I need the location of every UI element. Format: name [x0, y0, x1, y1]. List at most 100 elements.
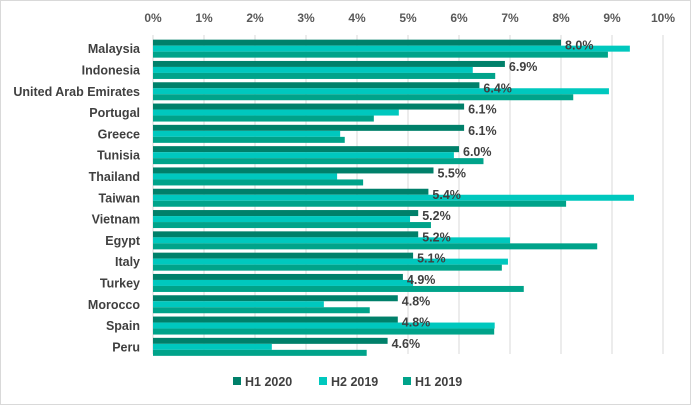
category-label: Malaysia	[88, 42, 141, 56]
category-label: Greece	[98, 127, 140, 141]
bar-h1-2019	[153, 115, 374, 122]
legend-label: H1 2020	[245, 375, 292, 389]
bar-h2-2019	[153, 343, 272, 350]
data-label: 8.0%	[565, 39, 594, 53]
category-label: United Arab Emirates	[13, 85, 140, 99]
bar-h2-2019	[153, 66, 473, 73]
bar-h1-2020	[153, 60, 505, 67]
data-label: 4.9%	[407, 273, 436, 287]
bar-h1-2020	[153, 124, 465, 131]
data-label: 6.0%	[463, 145, 492, 159]
bar-h1-2020	[153, 295, 398, 302]
bar-h2-2019	[153, 301, 324, 308]
bar-h2-2019	[153, 130, 341, 137]
bar-h1-2019	[153, 222, 431, 229]
legend-swatch	[319, 377, 327, 385]
legend-item: H2 2019	[319, 375, 378, 389]
bar-h1-2019	[153, 328, 495, 335]
x-tick-label: 6%	[450, 11, 468, 25]
bar-h2-2019	[153, 109, 399, 116]
x-tick-label: 2%	[246, 11, 264, 25]
data-label: 5.4%	[432, 188, 461, 202]
x-tick-label: 5%	[399, 11, 417, 25]
bars	[153, 39, 634, 356]
bar-h1-2020	[153, 210, 419, 217]
category-labels: Malaysia Indonesia United Arab Emirates Por…	[13, 42, 141, 354]
x-tick-label: 1%	[195, 11, 213, 25]
category-label: Indonesia	[82, 63, 141, 77]
bar-h1-2019	[153, 285, 524, 292]
data-label: 5.5%	[438, 166, 467, 180]
bar-h1-2019	[153, 307, 370, 314]
category-label: Taiwan	[99, 191, 140, 205]
bar-h2-2019	[153, 216, 411, 223]
data-label: 5.1%	[417, 252, 446, 266]
category-label: Turkey	[100, 276, 140, 290]
bar-h1-2020	[153, 252, 414, 259]
legend-label: H2 2019	[331, 375, 378, 389]
bar-h2-2019	[153, 237, 510, 244]
data-label: 5.2%	[422, 209, 451, 223]
bar-h1-2020	[153, 146, 459, 153]
bar-h1-2020	[153, 337, 388, 344]
bar-h1-2019	[153, 349, 367, 356]
bar-h1-2020	[153, 39, 561, 46]
bar-h2-2019	[153, 173, 338, 180]
bar-h1-2020	[153, 316, 398, 323]
x-tick-label: 9%	[603, 11, 621, 25]
bar-h1-2020	[153, 188, 429, 195]
data-label: 4.8%	[402, 294, 431, 308]
x-tick-label: 4%	[348, 11, 366, 25]
legend-item: H1 2019	[403, 375, 462, 389]
legend-swatch	[233, 377, 241, 385]
bar-h2-2019	[153, 152, 454, 159]
data-label: 6.9%	[509, 60, 538, 74]
bar-h1-2019	[153, 264, 502, 271]
data-label: 4.6%	[392, 337, 421, 351]
x-axis-ticks: 0% 1% 2% 3% 4% 5% 6% 7% 8% 9% 10%	[144, 11, 675, 25]
bar-h1-2019	[153, 136, 345, 143]
bar-h1-2020	[153, 103, 465, 110]
bar-h1-2020	[153, 273, 403, 280]
legend: H1 2020 H2 2019 H1 2019	[233, 375, 462, 389]
legend-label: H1 2019	[415, 375, 462, 389]
data-label: 6.4%	[483, 81, 512, 95]
bar-h1-2020	[153, 167, 434, 174]
data-label: 6.1%	[468, 103, 497, 117]
bar-h1-2019	[153, 179, 364, 186]
legend-swatch	[403, 377, 411, 385]
x-tick-label: 7%	[501, 11, 519, 25]
bar-h2-2019	[153, 88, 609, 95]
category-label: Thailand	[89, 170, 140, 184]
bar-h1-2019	[153, 51, 608, 58]
category-label: Egypt	[105, 234, 141, 248]
bar-h1-2019	[153, 200, 567, 207]
category-label: Tunisia	[97, 149, 141, 163]
bar-h2-2019	[153, 322, 495, 329]
bar-h1-2019	[153, 243, 598, 250]
legend-item: H1 2020	[233, 375, 292, 389]
x-tick-label: 3%	[297, 11, 315, 25]
data-labels: 8.0% 6.9% 6.4% 6.1% 6.1% 6.0% 5.5% 5.4% 5.2% 5.2%…	[392, 39, 594, 351]
category-label: Peru	[112, 340, 140, 354]
category-label: Morocco	[88, 298, 140, 312]
bar-h2-2019	[153, 194, 634, 201]
category-label: Italy	[115, 255, 140, 269]
data-label: 5.2%	[422, 230, 451, 244]
category-label: Vietnam	[92, 213, 140, 227]
category-label: Portugal	[89, 106, 140, 120]
bar-h1-2020	[153, 231, 419, 238]
x-tick-label: 0%	[144, 11, 162, 25]
x-tick-label: 8%	[552, 11, 570, 25]
data-label: 4.8%	[402, 316, 431, 330]
bar-h1-2019	[153, 94, 574, 101]
category-label: Spain	[106, 319, 140, 333]
bar-h2-2019	[153, 45, 630, 52]
data-label: 6.1%	[468, 124, 497, 138]
bar-h2-2019	[153, 258, 508, 265]
bar-h1-2019	[153, 158, 484, 165]
x-tick-label: 10%	[651, 11, 675, 25]
bar-h1-2020	[153, 82, 480, 89]
